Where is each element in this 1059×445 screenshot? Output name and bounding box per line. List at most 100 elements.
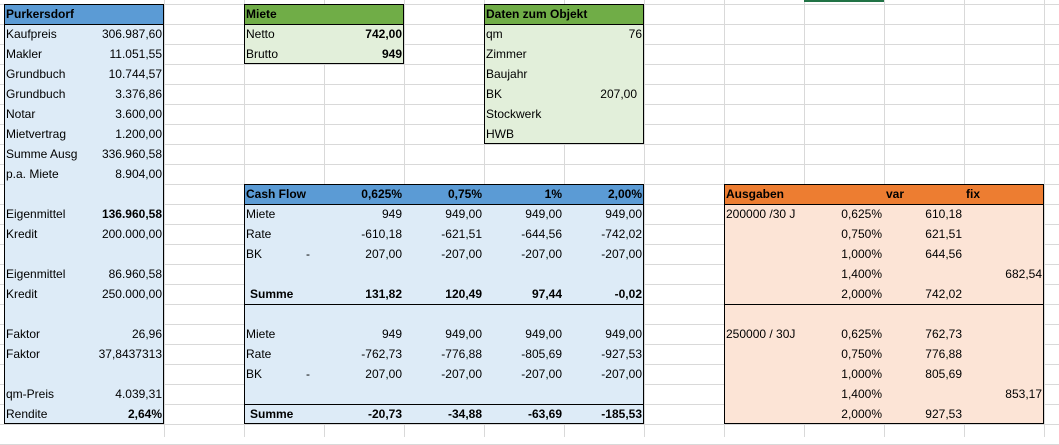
purkersdorf-label[interactable]: Grundbuch xyxy=(6,87,66,101)
purkersdorf-value[interactable]: 3.600,00 xyxy=(115,107,162,121)
cashflow-value[interactable]: -927,53 xyxy=(601,347,642,361)
cashflow-value[interactable]: 207,00 xyxy=(365,247,402,261)
cashflow-row-label[interactable]: Rate xyxy=(246,347,272,361)
purkersdorf-label[interactable]: Faktor xyxy=(6,327,41,341)
cashflow-row-label[interactable]: Rate xyxy=(246,227,272,241)
ausgaben-rate[interactable]: 0,625% xyxy=(841,327,882,341)
cashflow-value[interactable]: -207,00 xyxy=(441,247,482,261)
ausgaben-fix-value[interactable]: 853,17 xyxy=(1005,387,1042,401)
cashflow-sum-label[interactable]: Summe xyxy=(250,287,294,301)
cashflow-value[interactable]: 949,00 xyxy=(605,207,642,221)
objekt-title[interactable]: Daten zum Objekt xyxy=(486,7,588,21)
cashflow-sum-value[interactable]: 120,49 xyxy=(445,287,482,301)
miete-label[interactable]: Brutto xyxy=(246,47,279,61)
purkersdorf-value[interactable]: 8.904,00 xyxy=(115,167,162,181)
purkersdorf-label[interactable]: Kredit xyxy=(6,287,38,301)
cashflow-value[interactable]: -644,56 xyxy=(521,227,562,241)
ausgaben-var-value[interactable]: 644,56 xyxy=(925,247,962,261)
ausgaben-var-value[interactable] xyxy=(884,264,964,284)
cashflow-header-rate[interactable]: 0,75% xyxy=(447,187,482,201)
cashflow-value[interactable]: -742,02 xyxy=(601,227,642,241)
cashflow-value[interactable]: -610,18 xyxy=(361,227,402,241)
objekt-label[interactable]: Stockwerk xyxy=(486,107,542,121)
cashflow-header-label[interactable]: Cash Flow xyxy=(246,187,307,201)
ausgaben-rate[interactable]: 0,750% xyxy=(841,347,882,361)
ausgaben-fix-value[interactable] xyxy=(964,244,1044,264)
miete-title[interactable]: Miete xyxy=(246,7,277,21)
cashflow-value[interactable]: -207,00 xyxy=(521,247,562,261)
ausgaben-rate[interactable]: 2,000% xyxy=(841,287,882,301)
ausgaben-var-value[interactable]: 927,53 xyxy=(925,407,962,421)
ausgaben-rate[interactable]: 1,000% xyxy=(841,367,882,381)
objekt-value[interactable] xyxy=(484,64,639,84)
cashflow-value[interactable]: 949,00 xyxy=(525,207,562,221)
cashflow-value[interactable]: 949,00 xyxy=(525,327,562,341)
ausgaben-fix-value[interactable] xyxy=(964,324,1044,344)
cashflow-sum-value[interactable]: -0,02 xyxy=(614,287,642,301)
ausgaben-fix-value[interactable] xyxy=(964,204,1044,224)
ausgaben-var-value[interactable] xyxy=(884,384,964,404)
purkersdorf-label[interactable]: Notar xyxy=(6,107,36,121)
purkersdorf-label[interactable]: Makler xyxy=(6,47,43,61)
ausgaben-var-value[interactable]: 805,69 xyxy=(925,367,962,381)
purkersdorf-label[interactable]: Kaufpreis xyxy=(6,27,57,41)
purkersdorf-value[interactable]: 37,8437313 xyxy=(98,347,162,361)
purkersdorf-value[interactable]: 2,64% xyxy=(127,407,162,421)
objekt-label[interactable]: BK xyxy=(486,87,503,101)
miete-value[interactable]: 742,00 xyxy=(365,27,402,41)
purkersdorf-value[interactable]: 26,96 xyxy=(131,327,162,341)
ausgaben-var-value[interactable]: 610,18 xyxy=(925,207,962,221)
objekt-value[interactable]: 76 xyxy=(628,27,642,41)
purkersdorf-value[interactable]: 1.200,00 xyxy=(115,127,162,141)
cashflow-dash[interactable]: - xyxy=(306,367,310,381)
ausgaben-header-label[interactable]: Ausgaben xyxy=(726,187,785,201)
purkersdorf-label[interactable]: Mietvertrag xyxy=(6,127,67,141)
ausgaben-var-value[interactable]: 762,73 xyxy=(925,327,962,341)
objekt-label[interactable]: qm xyxy=(486,27,503,41)
purkersdorf-label[interactable]: qm-Preis xyxy=(6,387,55,401)
cashflow-value[interactable]: 207,00 xyxy=(365,367,402,381)
objekt-value[interactable] xyxy=(484,44,639,64)
purkersdorf-label[interactable]: Faktor xyxy=(6,347,41,361)
ausgaben-loan-label[interactable]: 200000 /30 J xyxy=(726,207,796,221)
ausgaben-rate[interactable]: 1,000% xyxy=(841,247,882,261)
cashflow-dash[interactable]: - xyxy=(306,247,310,261)
purkersdorf-label[interactable]: p.a. Miete xyxy=(6,167,59,181)
ausgaben-fix-value[interactable] xyxy=(964,284,1044,304)
cashflow-value[interactable]: -207,00 xyxy=(601,367,642,381)
purkersdorf-value[interactable]: 336.960,58 xyxy=(101,147,162,161)
ausgaben-rate[interactable]: 1,400% xyxy=(841,267,882,281)
cashflow-sum-value[interactable]: -185,53 xyxy=(601,407,642,421)
ausgaben-fix-value[interactable] xyxy=(964,344,1044,364)
purkersdorf-value[interactable]: 11.051,55 xyxy=(109,47,163,61)
cashflow-header-rate[interactable]: 1% xyxy=(544,187,562,201)
purkersdorf-label[interactable]: Kredit xyxy=(6,227,38,241)
miete-label[interactable]: Netto xyxy=(246,27,275,41)
purkersdorf-value[interactable]: 250.000,00 xyxy=(101,287,162,301)
cashflow-value[interactable]: 949,00 xyxy=(605,327,642,341)
purkersdorf-title[interactable]: Purkersdorf xyxy=(6,7,75,21)
ausgaben-var-value[interactable]: 742,02 xyxy=(925,287,962,301)
ausgaben-header-fix[interactable]: fix xyxy=(966,187,981,201)
miete-value[interactable]: 949 xyxy=(381,47,402,61)
objekt-value[interactable] xyxy=(484,124,639,144)
purkersdorf-value[interactable]: 306.987,60 xyxy=(101,27,162,41)
purkersdorf-value[interactable]: 200.000,00 xyxy=(101,227,162,241)
cashflow-value[interactable]: -762,73 xyxy=(361,347,402,361)
purkersdorf-value[interactable]: 86.960,58 xyxy=(108,267,162,281)
ausgaben-loan-label[interactable]: 250000 / 30J xyxy=(726,327,796,341)
cashflow-value[interactable]: -207,00 xyxy=(441,367,482,381)
purkersdorf-value[interactable]: 10.744,57 xyxy=(108,67,162,81)
ausgaben-rate[interactable]: 0,625% xyxy=(841,207,882,221)
cashflow-value[interactable]: 949 xyxy=(381,327,402,341)
ausgaben-rate[interactable]: 0,750% xyxy=(841,227,882,241)
cashflow-value[interactable]: 949 xyxy=(381,207,402,221)
cashflow-header-rate[interactable]: 0,625% xyxy=(361,187,402,201)
objekt-label[interactable]: Baujahr xyxy=(486,67,528,81)
cashflow-value[interactable]: 949,00 xyxy=(445,327,482,341)
cashflow-value[interactable]: -621,51 xyxy=(441,227,482,241)
cashflow-value[interactable]: -207,00 xyxy=(601,247,642,261)
purkersdorf-label[interactable]: Rendite xyxy=(6,407,48,421)
ausgaben-fix-value[interactable] xyxy=(964,404,1044,424)
